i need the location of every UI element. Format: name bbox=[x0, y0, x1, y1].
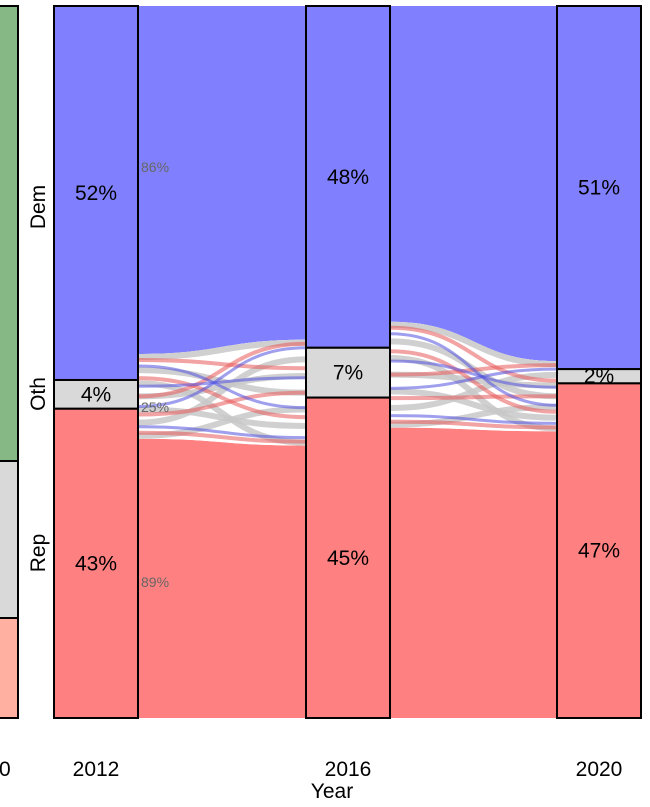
prev-bar-segment-salmon bbox=[0, 617, 19, 719]
flow-0-strand-rep-1 bbox=[137, 376, 307, 420]
flow-1-strand-dem-0 bbox=[389, 332, 558, 407]
flow-1-strand-dem-1 bbox=[389, 359, 558, 389]
y-label-dem: Dem bbox=[27, 185, 50, 229]
previous-year-bar-partial bbox=[0, 5, 19, 719]
flow-0-strand-oth-0 bbox=[137, 339, 307, 360]
year-bars bbox=[53, 5, 642, 719]
flow-0-strand-oth-5 bbox=[137, 356, 307, 426]
flow-0-strand-rep-0 bbox=[137, 357, 307, 371]
flow-1-strand-rep-3 bbox=[389, 394, 558, 401]
chart-labels: 52% 4% 43% 48% 7% 45% 51% 2% 47% 86% 25% 89% bbox=[75, 159, 620, 590]
flow-ribbons bbox=[137, 6, 558, 718]
flow-1-rep-rep bbox=[390, 427, 557, 718]
x-tick-2012: 2012 bbox=[73, 758, 120, 781]
flow-0-strand-rep-4 bbox=[137, 430, 307, 444]
flow-0-strand-oth-4 bbox=[137, 406, 307, 429]
flow-1-strand-rep-0 bbox=[389, 325, 558, 383]
pct-label-2012-oth: 4% bbox=[81, 383, 111, 406]
y-label-oth: Oth bbox=[27, 377, 50, 411]
flow-1-strand-rep-1 bbox=[389, 349, 558, 414]
bar-2016-dem bbox=[305, 5, 391, 349]
x-axis-title: Year bbox=[311, 780, 353, 803]
flow-0-dem-dem bbox=[138, 6, 306, 354]
flow-label-oth: 25% bbox=[141, 399, 169, 415]
pct-label-2012-dem: 52% bbox=[75, 182, 117, 205]
flow-1-strand-dem-2 bbox=[389, 367, 558, 390]
flow-1-strand-rep-4 bbox=[389, 419, 558, 430]
flow-1-strand-oth-5 bbox=[389, 371, 558, 411]
flow-1-dem-dem bbox=[390, 6, 557, 362]
flow-1-strand-oth-4 bbox=[389, 388, 558, 421]
flow-0-strand-dem-1 bbox=[137, 376, 307, 388]
pct-label-2020-oth: 2% bbox=[584, 365, 614, 388]
pct-label-2012-rep: 43% bbox=[75, 552, 117, 575]
flow-1-strand-dem-3 bbox=[389, 414, 558, 425]
prev-bar-segment-green bbox=[0, 5, 19, 462]
flow-label-rep: 89% bbox=[141, 574, 169, 590]
bar-2020-dem bbox=[556, 5, 642, 371]
flow-1-strand-oth-0 bbox=[389, 321, 558, 368]
flow-0-rep-rep bbox=[138, 438, 306, 718]
pct-label-2016-oth: 7% bbox=[333, 362, 363, 385]
flow-0-strand-rep-2 bbox=[137, 341, 307, 399]
flow-0-strand-dem-0 bbox=[137, 364, 307, 410]
flow-0-strand-rep-3 bbox=[137, 390, 307, 417]
y-label-rep: Rep bbox=[27, 534, 50, 573]
flow-0-strand-dem-3 bbox=[137, 425, 307, 440]
x-tick-2016: 2016 bbox=[325, 758, 372, 781]
flow-0-strand-dem-2 bbox=[137, 346, 307, 408]
bar-2016-rep bbox=[305, 396, 391, 719]
pct-label-2020-dem: 51% bbox=[578, 177, 620, 200]
x-tick-left-partial: 0 bbox=[0, 758, 11, 781]
prev-bar-segment-gray bbox=[0, 460, 19, 619]
bar-2012-rep bbox=[53, 407, 139, 719]
bar-2020-rep bbox=[556, 382, 642, 719]
bar-2012-oth bbox=[53, 378, 139, 410]
pct-label-2016-rep: 45% bbox=[327, 547, 369, 570]
flow-label-dem: 86% bbox=[141, 159, 169, 175]
pct-label-2020-rep: 47% bbox=[578, 540, 620, 563]
pct-label-2016-dem: 48% bbox=[327, 166, 369, 189]
x-tick-2020: 2020 bbox=[576, 758, 623, 781]
